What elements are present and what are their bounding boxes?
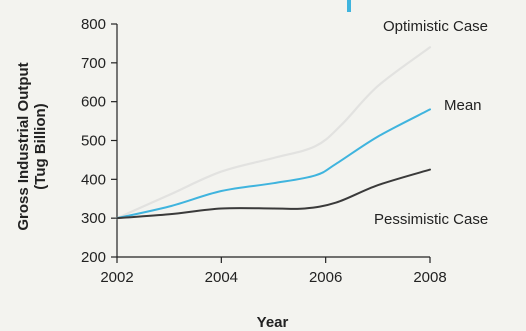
y-axis-title: Gross Industrial Output(Tug Billion) [15, 62, 49, 230]
x-tick-label: 2008 [413, 269, 446, 286]
y-tick-label: 200 [81, 249, 106, 266]
axes: 200 300 400 500 600 700 800 2002 2004 2006 2008 [81, 16, 447, 286]
y-tick-label: 700 [81, 55, 106, 72]
series-lines [115, 46, 432, 220]
optimistic-case-line [115, 46, 432, 220]
y-tick-label: 400 [81, 171, 106, 188]
y-tick-label: 800 [81, 16, 106, 33]
optimistic-case-label: Optimistic Case [383, 18, 488, 35]
x-tick-label: 2002 [100, 269, 133, 286]
y-tick-label: 600 [81, 94, 106, 111]
mean-line [116, 108, 431, 220]
y-axis-title-line: (Tug Billion) [32, 103, 49, 189]
pessimistic-case-label: Pessimistic Case [374, 211, 488, 228]
y-tick-label: 500 [81, 133, 106, 150]
x-axis-title: Year [257, 314, 289, 331]
x-tick-label: 2006 [309, 269, 342, 286]
mean-label: Mean [444, 97, 482, 114]
labels: Year Gross Industrial Output(Tug Billion)… [15, 18, 488, 331]
y-axis-title-line: Gross Industrial Output [15, 62, 32, 230]
y-tick-label: 300 [81, 210, 106, 227]
accent-mark [347, 0, 351, 12]
x-tick-label: 2004 [205, 269, 238, 286]
pessimistic-case-line [116, 168, 431, 220]
